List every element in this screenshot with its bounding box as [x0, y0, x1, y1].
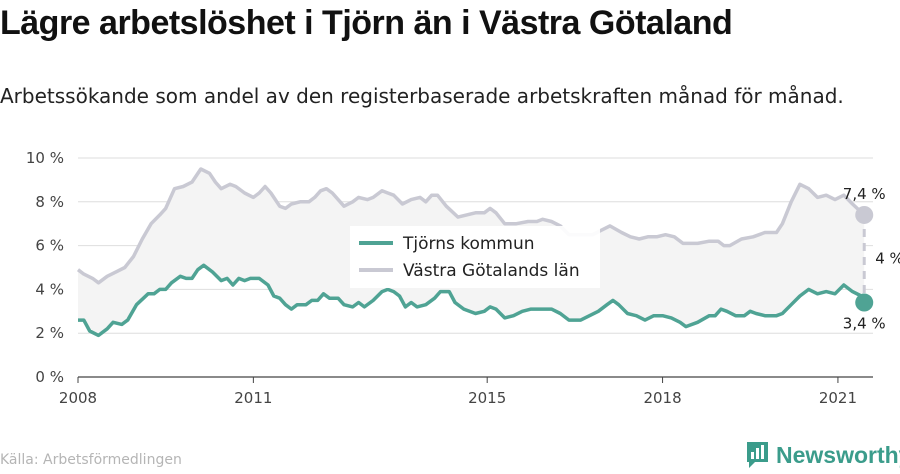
difference-label: 4 % [875, 250, 900, 268]
unemployment-line-chart: 0 % 2 % 4 % 6 % 8 % 10 % 2008 2011 2015 2018 2021… [26, 149, 900, 407]
y-tick-label: 6 % [35, 237, 64, 255]
end-point-vastra-gotaland [855, 205, 874, 224]
legend-label-vastra-gotaland: Västra Götalands län [403, 261, 580, 281]
newsworthy-logo-icon [747, 442, 768, 468]
y-tick-label: 4 % [35, 280, 64, 298]
end-point-tjorn [855, 293, 874, 312]
x-tick-label: 2011 [234, 389, 272, 407]
y-tick-label: 2 % [35, 324, 64, 342]
y-tick-labels: 0 % 2 % 4 % 6 % 8 % 10 % [26, 149, 64, 386]
end-label-vastra-gotaland: 7,4 % [843, 185, 886, 203]
x-tick-label: 2008 [59, 389, 97, 407]
x-tick-label: 2021 [819, 389, 857, 407]
x-tick-labels: 2008 2011 2015 2018 2021 [59, 377, 857, 407]
legend-label-tjorn: Tjörns kommun [402, 234, 535, 254]
x-tick-label: 2018 [643, 389, 681, 407]
legend: Tjörns kommun Västra Götalands län [350, 226, 600, 288]
y-tick-label: 8 % [35, 193, 64, 211]
series-line-tjorn [78, 263, 866, 338]
x-tick-label: 2015 [468, 389, 506, 407]
brand-logo: Newsworthy [745, 440, 900, 470]
page-subtitle: Arbetssökande som andel av den registerb… [0, 84, 844, 108]
source-note: Källa: Arbetsförmedlingen [0, 452, 182, 468]
page-title: Lägre arbetslöshet i Tjörn än i Västra G… [0, 4, 733, 42]
y-tick-label: 0 % [35, 368, 64, 386]
y-tick-label: 10 % [26, 149, 64, 167]
end-label-tjorn: 3,4 % [843, 315, 886, 333]
series-line-vastra-gotaland [76, 167, 866, 285]
brand-name: Newsworthy [776, 441, 900, 468]
